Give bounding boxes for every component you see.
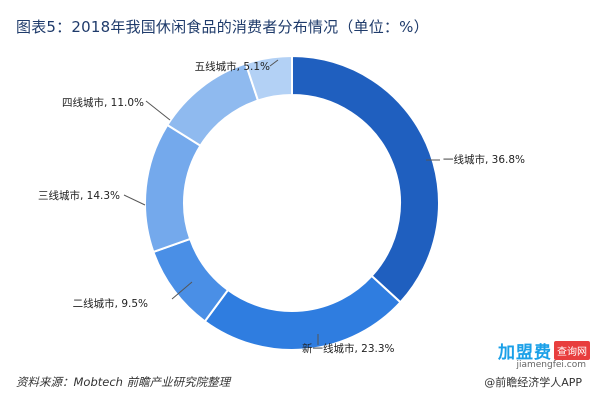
pie-slice — [291, 54, 440, 304]
slice-label: 二线城市, 9.5% — [73, 297, 148, 310]
pie-slice — [144, 123, 202, 254]
slice-label: 五线城市, 5.1% — [195, 60, 270, 73]
slice-label: 三线城市, 14.3% — [38, 189, 120, 202]
slice-label: 四线城市, 11.0% — [62, 96, 144, 109]
watermark-brand-main: 加盟费 — [498, 342, 552, 363]
watermark-brand-tag: 查询网 — [554, 340, 590, 360]
chart-labels: 一线城市, 36.8% 新一线城市, 23.3% 二线城市, 9.5% 三线城市, 1… — [38, 60, 525, 355]
slice-label: 一线城市, 36.8% — [443, 153, 525, 166]
chart-title: 图表5：2018年我国休闲食品的消费者分布情况（单位：%） — [16, 18, 429, 36]
leader-line — [171, 281, 193, 300]
footer-right-text: @前瞻经济学人APP — [484, 376, 582, 389]
chart-slices — [144, 54, 440, 351]
watermark-brand: 加盟费 查询网 — [474, 338, 590, 363]
chart-leaders — [123, 59, 440, 345]
pie-slice — [244, 54, 293, 102]
pie-slice — [203, 274, 402, 351]
slice-label: 新一线城市, 23.3% — [302, 342, 395, 355]
leader-line — [145, 100, 171, 121]
source-note: 资料来源：Mobtech 前瞻产业研究院整理 — [16, 375, 231, 389]
watermark-url: jiamengfei.com — [516, 360, 586, 370]
leader-line — [123, 194, 146, 206]
pie-slice — [166, 62, 260, 148]
leader-line — [269, 59, 279, 67]
